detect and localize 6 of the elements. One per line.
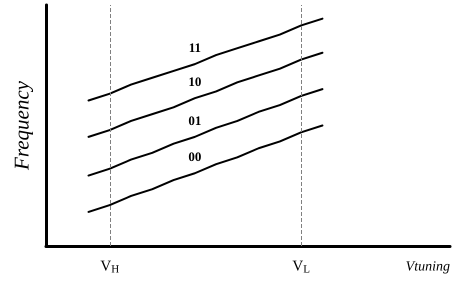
series-label: 11 — [188, 40, 201, 56]
series-label: 00 — [188, 149, 202, 164]
series-label: 01 — [188, 112, 202, 128]
series-label: 10 — [188, 74, 202, 90]
x-axis-title: Vtuning — [406, 260, 450, 274]
y-axis-title: Frequency — [10, 80, 34, 172]
